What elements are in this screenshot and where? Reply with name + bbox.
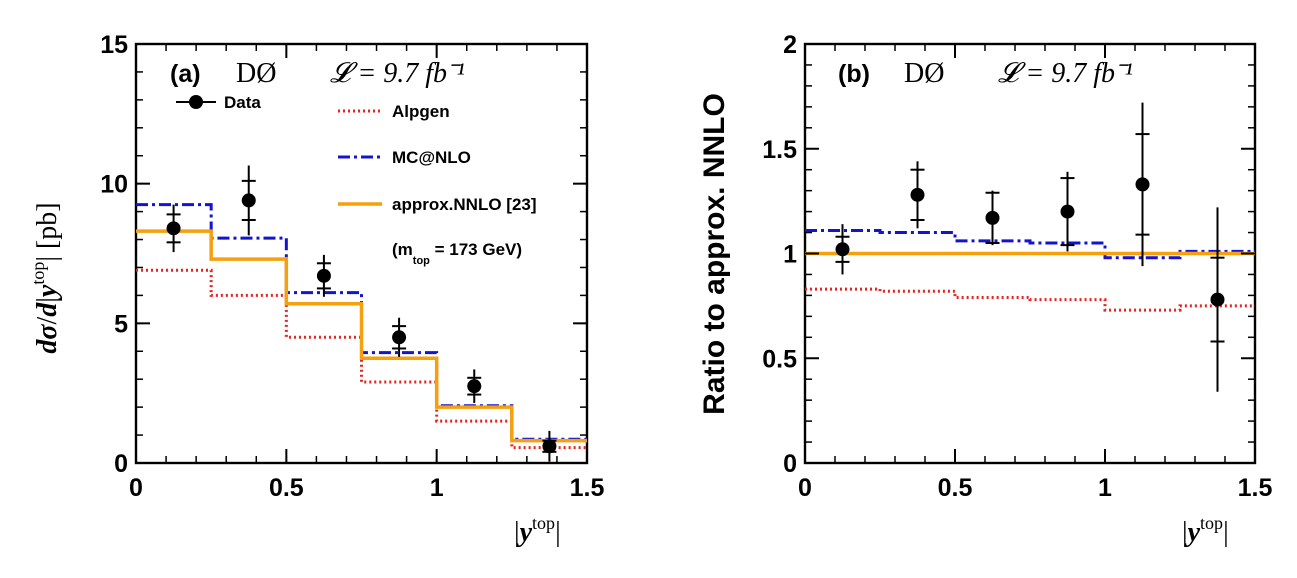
panel-b-x-tick-label: 0: [798, 474, 812, 502]
panel-b-data-point: [910, 187, 925, 202]
panel-b-x-axis-title: |ytop|: [1182, 513, 1229, 548]
legend-mcatnlo-label: MC@NLO: [392, 148, 471, 167]
panel-a-x-tick-label: 0.5: [269, 474, 304, 502]
panel-a-experiment: DØ: [236, 58, 276, 89]
panel-b-y-tick-label: 0: [783, 450, 797, 478]
panel-a-y-tick-label: 10: [100, 171, 128, 199]
panel-a-label: (a): [170, 60, 201, 88]
panel-a-series-approx-nnlo-23: [136, 229, 587, 443]
panel-b-series-mc-nlo: [805, 228, 1255, 260]
panel-b-experiment: DØ: [904, 58, 944, 89]
panel-b-x-tick-label: 1: [1098, 474, 1112, 502]
panel-a-x-tick-label: 1.5: [570, 474, 605, 502]
svg-text:dσ/d|ytop| [pb]: dσ/d|ytop| [pb]: [28, 202, 63, 353]
panel-b-label: (b): [838, 60, 870, 88]
panel-a-y-axis-title: dσ/d|ytop| [pb]: [28, 202, 63, 353]
panel-a-x-tick-label: 1: [430, 474, 444, 502]
panel-a-data-point: [241, 193, 256, 208]
panel-b: 0 0.5 1 1.5 0 0.5 1 1.5 2 (b) DØ 𝓛 = 9.7 fb⁻¹ |y…: [698, 31, 1272, 548]
panel-b-y-tick-label: 2: [783, 31, 797, 59]
panel-b-y-tick-label: 1.5: [762, 136, 797, 164]
panel-a-data-point: [166, 221, 181, 236]
panel-b-y-tick-label: 1: [783, 241, 797, 269]
legend-mass-note: (mtop = 173 GeV): [392, 240, 522, 267]
svg-text:|ytop|: |ytop|: [1182, 513, 1229, 548]
panel-b-y-tick-label: 0.5: [762, 345, 797, 373]
panel-a-y-tick-label: 15: [100, 31, 128, 59]
legend-nnlo-label: approx.NNLO [23]: [392, 195, 537, 214]
panel-b-ticks: 0 0.5 1 1.5 0 0.5 1 1.5 2: [762, 31, 1272, 502]
panel-b-data-point: [1060, 204, 1075, 219]
panel-a-x-tick-label: 0: [129, 474, 143, 502]
panel-b-data-point: [835, 242, 850, 257]
panel-a-y-tick-label: 5: [114, 310, 128, 338]
legend-data-marker: [189, 95, 203, 109]
panel-b-series-alpgen: [805, 287, 1255, 312]
panel-b-y-axis-title: Ratio to approx. NNLO: [698, 93, 731, 415]
panel-b-data-point: [985, 210, 1000, 225]
panel-a-frame: [134, 42, 589, 465]
panel-a-data-points: [166, 165, 557, 462]
panel-a-y-tick-label: 0: [114, 450, 128, 478]
panel-b-x-tick-label: 1.5: [1238, 474, 1273, 502]
panel-b-x-tick-label: 0.5: [938, 474, 973, 502]
panel-a-data-point: [316, 268, 331, 283]
panel-b-data-point: [1135, 177, 1150, 192]
panel-a-data-point: [467, 379, 482, 394]
panel-a-data-point: [542, 439, 557, 454]
panel-b-lumi: 𝓛 = 9.7 fb⁻¹: [998, 58, 1133, 89]
panel-b-data-point: [1210, 292, 1225, 307]
svg-text:|ytop|: |ytop|: [514, 513, 561, 548]
panel-a-x-axis-title: |ytop|: [514, 513, 561, 548]
panel-a-ticks: 0 0.5 1 1.5 0 5 10 15: [100, 31, 604, 502]
panel-b-data-points: [835, 102, 1225, 392]
panel-a-series: [136, 203, 587, 450]
panel-b-series: [805, 228, 1255, 312]
legend-data-label: Data: [224, 93, 261, 112]
panel-a-data-point: [392, 330, 407, 345]
panel-a-lumi: 𝓛 = 9.7 fb⁻¹: [330, 58, 465, 89]
legend-alpgen-label: Alpgen: [392, 102, 450, 121]
